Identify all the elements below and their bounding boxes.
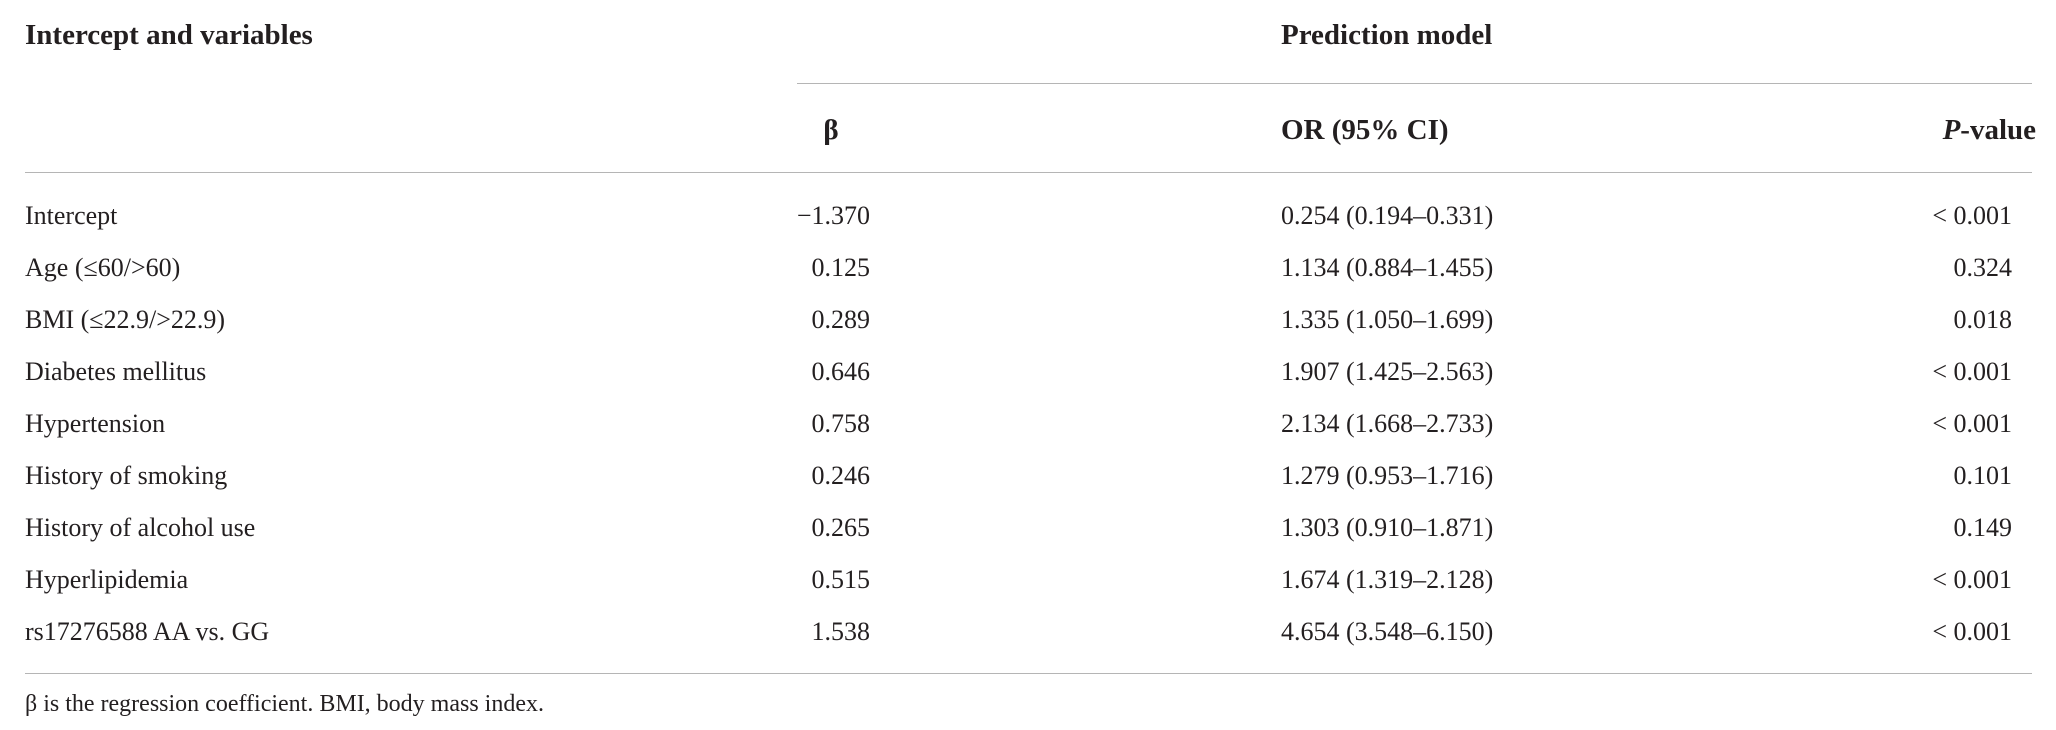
cell: < 0.001 <box>1932 357 2012 386</box>
rule <box>25 673 2032 674</box>
cell: 1.134 (0.884–1.455) <box>1281 253 1494 282</box>
cell: 0.149 <box>1953 513 2013 542</box>
cell: 1.279 (0.953–1.716) <box>1281 461 1494 490</box>
cell: 0.254 (0.194–0.331) <box>1281 201 1494 230</box>
cell: 0.125 <box>811 253 871 282</box>
cell: < 0.001 <box>1932 617 2012 646</box>
rule <box>797 83 2032 84</box>
cell: < 0.001 <box>1932 409 2012 438</box>
column-header: OR (95% CI) <box>1281 114 1449 146</box>
row-label: Hyperlipidemia <box>25 565 189 594</box>
cell: 1.674 (1.319–2.128) <box>1281 565 1494 594</box>
row-label: History of alcohol use <box>25 513 256 542</box>
cell: 0.758 <box>811 409 871 438</box>
row-label: Intercept <box>25 201 118 230</box>
cell: 0.101 <box>1953 461 2013 490</box>
cell: 0.515 <box>811 565 871 594</box>
cell: 0.646 <box>811 357 871 386</box>
cell: 2.134 (1.668–2.733) <box>1281 409 1494 438</box>
column-header: P-value <box>1942 114 2036 146</box>
cell: 1.907 (1.425–2.563) <box>1281 357 1494 386</box>
row-label: Diabetes mellitus <box>25 357 207 386</box>
cell: 0.324 <box>1953 253 2013 282</box>
row-label: BMI (≤22.9/>22.9) <box>25 305 226 334</box>
cell: < 0.001 <box>1932 201 2012 230</box>
cell: < 0.001 <box>1932 565 2012 594</box>
cell: −1.370 <box>796 201 870 230</box>
table-title: Intercept and variables <box>25 19 313 51</box>
rule <box>25 172 2032 173</box>
cell: 1.538 <box>811 617 871 646</box>
row-label: Age (≤60/>60) <box>25 253 181 282</box>
row-label: History of smoking <box>25 461 228 490</box>
row-label: Hypertension <box>25 409 166 438</box>
group-header: Prediction model <box>1281 19 1493 51</box>
cell: 0.265 <box>811 513 871 542</box>
cell: 0.289 <box>811 305 871 334</box>
cell: 1.303 (0.910–1.871) <box>1281 513 1494 542</box>
row-label: rs17276588 AA vs. GG <box>25 617 270 646</box>
column-header: β <box>823 114 839 146</box>
cell: 0.018 <box>1953 305 2013 334</box>
cell: 0.246 <box>811 461 871 490</box>
cell: 1.335 (1.050–1.699) <box>1281 305 1494 334</box>
footnote: β is the regression coefficient. BMI, bo… <box>25 691 544 717</box>
cell: 4.654 (3.548–6.150) <box>1281 617 1494 646</box>
